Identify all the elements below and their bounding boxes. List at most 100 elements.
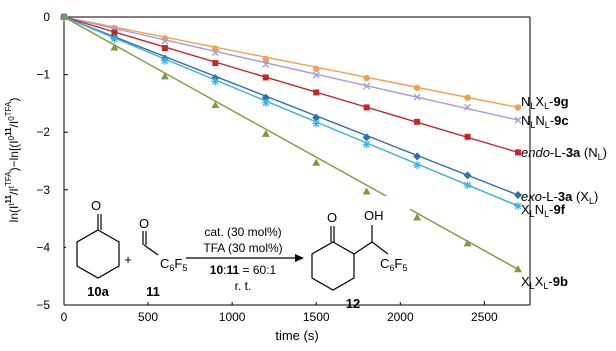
y-tick-label: −3 (36, 183, 50, 197)
series-fit-line (63, 16, 519, 154)
legend-label-1: NLNL-9c (521, 113, 569, 130)
data-point (464, 94, 471, 101)
data-point (160, 56, 169, 65)
y-tick-label: −2 (36, 125, 50, 139)
data-point (312, 158, 321, 166)
data-point (514, 190, 522, 199)
product-structure (311, 225, 389, 291)
y-tick-label: −5 (36, 298, 50, 312)
data-point (313, 65, 320, 73)
series-fit-line (63, 16, 519, 196)
label-11: 11 (146, 284, 160, 299)
data-point (110, 34, 119, 43)
data-point (312, 113, 321, 122)
product-oxygen: O (327, 210, 337, 225)
aldehyde-c6f5: C6F5 (160, 256, 187, 273)
data-point (463, 181, 472, 190)
data-point (212, 60, 219, 67)
series-layer (60, 13, 522, 273)
data-point (413, 152, 422, 161)
series-2 (61, 14, 521, 156)
ketone-oxygen: O (91, 198, 101, 213)
legend-label-2: endo-L-3a (NL) (521, 145, 607, 162)
data-point (211, 101, 220, 109)
x-axis-label: time (s) (275, 328, 318, 343)
data-point (313, 89, 320, 96)
data-point (413, 84, 421, 92)
product-oh: OH (364, 208, 384, 223)
legend-label-4: XLNL-9f (521, 202, 566, 219)
data-point (464, 133, 471, 140)
x-tick-label: 2000 (387, 310, 414, 324)
data-point (515, 149, 521, 156)
series-0 (60, 13, 522, 111)
series-5 (60, 13, 522, 273)
data-point (363, 82, 371, 90)
data-point (413, 93, 421, 101)
data-point (312, 119, 321, 128)
data-point (413, 213, 422, 221)
y-tick-label: −4 (36, 240, 50, 254)
series-fit-line (63, 16, 519, 121)
series-fit-line (63, 16, 519, 270)
data-point (161, 37, 169, 45)
data-point (362, 133, 371, 142)
data-point (262, 60, 270, 68)
data-point (312, 71, 320, 79)
y-tick-label: 0 (43, 10, 50, 24)
data-point (464, 103, 472, 111)
data-point (262, 55, 269, 63)
data-point (262, 74, 269, 81)
data-point (514, 104, 522, 111)
x-tick-label: 1500 (303, 310, 330, 324)
data-point (111, 29, 118, 36)
data-point (363, 104, 370, 111)
data-point (160, 72, 169, 80)
data-point (211, 77, 220, 86)
data-point (514, 116, 522, 124)
x-tick-label: 2500 (471, 310, 498, 324)
legend: NLXL-9g NLNL-9c endo-L-3a (NL) exo-L-3a (XL… (521, 94, 607, 291)
data-point (414, 118, 421, 125)
axis-ticks: 0 500 1000 1500 2000 2500 0 −1 −2 −3 −4 −5 (36, 10, 498, 324)
cyclohexanone-structure (76, 214, 120, 279)
scheme-box (66, 196, 410, 302)
legend-label-3: exo-L-3a (XL) (521, 189, 598, 206)
plus-sign: + (124, 252, 132, 267)
label-12: 12 (346, 296, 360, 311)
data-point (463, 239, 472, 247)
data-point (514, 265, 522, 273)
product-c6f5: C6F5 (380, 256, 407, 273)
aldehyde-oxygen: O (139, 216, 149, 231)
cond-temperature: r. t. (235, 279, 252, 293)
reaction-arrowhead (295, 254, 304, 262)
data-point (413, 161, 422, 170)
cond-ratio: 10:11 = 60:1 (210, 263, 277, 277)
cond-tfa: TFA (30 mol%) (203, 241, 282, 255)
label-10a: 10a (87, 284, 109, 299)
data-point (514, 201, 522, 210)
data-point (110, 43, 119, 51)
aldehyde-structure (142, 231, 159, 256)
x-tick-label: 0 (61, 310, 68, 324)
legend-label-0: NLXL-9g (521, 94, 569, 111)
data-point (363, 74, 370, 82)
y-axis-label: ln(It11/ItTFA)−ln[(I011/I0TFA) (4, 98, 21, 223)
data-point (463, 171, 472, 180)
reaction-scheme: O 10a + O C6F5 11 cat. (30 mol%) TFA (30… (66, 196, 410, 311)
data-point (211, 49, 219, 57)
x-tick-label: 500 (138, 310, 158, 324)
cond-catalyst: cat. (30 mol%) (204, 225, 281, 239)
data-point (362, 140, 371, 149)
data-point (161, 45, 168, 52)
data-point (261, 129, 270, 137)
x-tick-label: 1000 (219, 310, 246, 324)
series-fit-line (63, 16, 519, 207)
series-4 (60, 13, 522, 210)
legend-label-5: XLXL-9b (521, 274, 568, 291)
y-tick-label: −1 (36, 68, 50, 82)
series-1 (60, 13, 522, 124)
data-point (261, 98, 270, 107)
